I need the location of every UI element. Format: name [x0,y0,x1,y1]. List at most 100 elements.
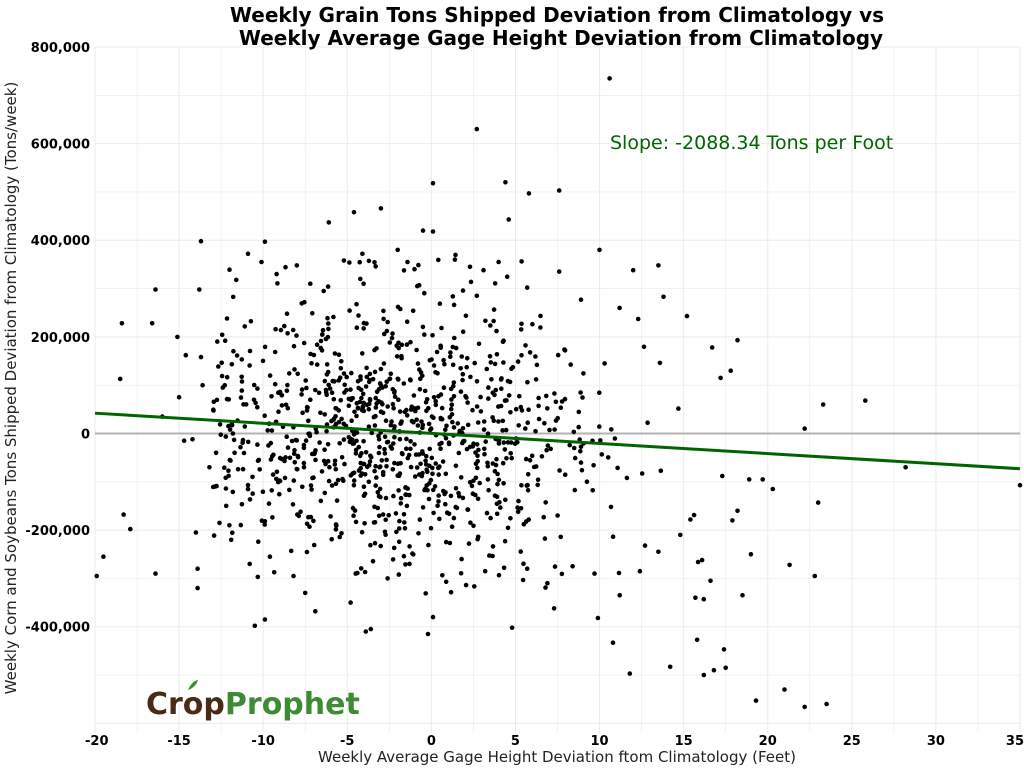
data-point [279,403,285,408]
data-point [499,376,504,381]
data-point [645,420,650,426]
data-point [1017,482,1023,488]
data-point [396,539,402,545]
data-point [562,472,568,478]
data-point [223,503,229,509]
data-point [475,465,480,471]
data-point [450,419,455,425]
data-point [607,76,612,81]
data-point [398,495,404,501]
data-point [259,259,264,265]
data-point [382,446,387,452]
data-point [381,308,386,314]
data-point [339,531,344,536]
data-point [447,540,453,546]
data-point [417,387,423,392]
data-point [308,351,313,357]
data-point [373,395,379,401]
data-point [392,424,397,429]
data-point [323,336,329,342]
data-point [437,441,442,447]
y-tick-label: 800,000 [31,41,90,56]
data-point [181,438,187,444]
data-point [441,357,446,363]
data-point [284,311,290,317]
data-point [597,424,602,429]
data-point [368,626,374,632]
data-point [354,401,360,406]
data-point [553,418,559,423]
data-point [277,390,283,396]
data-point [286,371,292,376]
data-point [398,460,403,466]
data-point [376,399,382,405]
data-point [464,364,470,370]
data-point [723,665,728,671]
data-point [240,466,246,472]
data-point [709,345,715,350]
data-point [183,352,189,358]
data-point [503,497,508,503]
data-point [304,549,310,555]
data-point [656,263,661,268]
data-point [402,520,407,525]
data-point [508,451,513,456]
data-point [277,491,282,497]
data-point [333,527,339,532]
data-point [239,502,245,507]
data-point [545,580,550,586]
data-point [787,562,792,568]
data-point [467,444,473,450]
data-point [207,465,212,470]
data-point [404,446,409,452]
data-point [318,345,324,351]
data-point [429,455,435,461]
data-point [656,549,661,555]
data-point [213,450,219,456]
data-point [413,408,418,414]
data-point [460,495,466,501]
data-point [217,422,223,427]
data-point [443,579,449,585]
data-point [446,440,452,446]
data-point [363,450,369,455]
data-point [351,432,357,437]
data-point [153,287,158,292]
data-point [481,427,487,432]
data-point [524,285,530,290]
data-point [101,554,106,559]
data-point [580,395,585,400]
data-point [430,333,435,338]
data-point [451,425,457,430]
data-point [262,522,268,527]
data-point [303,438,309,443]
data-point [262,239,268,244]
data-point [404,503,410,509]
data-point [314,342,320,348]
data-point [443,427,448,433]
data-point [285,382,290,388]
data-point [557,468,562,473]
data-point [489,377,494,382]
data-point [252,623,258,629]
data-point [373,483,379,488]
data-point [388,444,394,449]
data-point [453,345,459,351]
data-point [292,460,298,465]
data-point [448,350,453,355]
data-point [381,316,386,322]
data-point [482,451,487,457]
data-point [536,416,542,422]
data-point [475,420,481,425]
data-point [519,483,524,488]
data-point [239,379,245,384]
data-point [509,455,514,461]
data-point [295,512,300,517]
data-point [676,406,681,411]
data-point [545,406,550,411]
data-point [443,501,448,507]
data-point [539,454,545,459]
data-point [815,500,821,505]
data-point [217,520,222,526]
data-point [389,335,395,341]
